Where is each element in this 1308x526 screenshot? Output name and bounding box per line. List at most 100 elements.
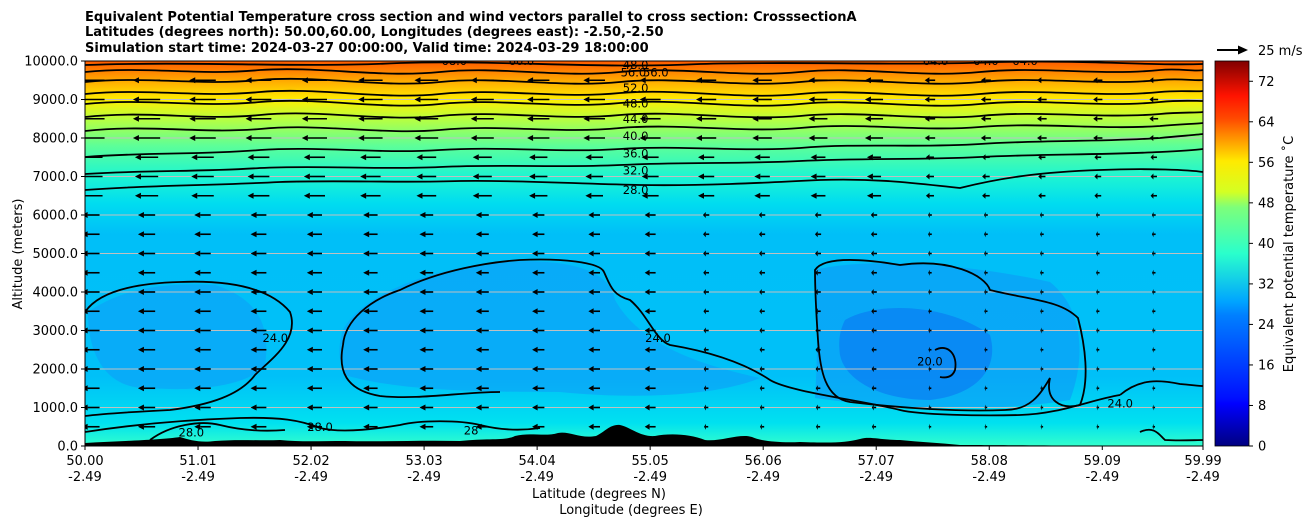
wind-vector-head bbox=[588, 289, 594, 295]
y-tick-label: 2000.0 bbox=[33, 363, 79, 378]
wind-vector-head bbox=[250, 366, 257, 372]
wind-vector-head bbox=[137, 366, 144, 372]
wind-vector-head bbox=[871, 346, 874, 353]
wind-vector-head bbox=[644, 250, 650, 257]
wind-vector-head bbox=[245, 96, 252, 103]
wind-vector-head bbox=[475, 231, 482, 238]
y-axis: 0.0 1000.0 2000.0 3000.0 4000.0 5000.0 6000.0 7… bbox=[24, 55, 85, 455]
wind-vector-head bbox=[928, 269, 930, 276]
wind-vector-head bbox=[703, 366, 706, 372]
wind-vector-head bbox=[301, 115, 308, 122]
wind-vector-head bbox=[1096, 269, 1098, 276]
contour-label: 32.0 bbox=[623, 164, 649, 178]
wind-vector-head bbox=[470, 77, 477, 84]
wind-vector-head bbox=[866, 173, 873, 180]
contour-28-upper bbox=[85, 168, 1203, 191]
wind-vector-head bbox=[1152, 346, 1154, 353]
wind-vector-head bbox=[752, 135, 759, 141]
wind-vector-head bbox=[984, 231, 986, 238]
wind-vector-head bbox=[1151, 250, 1154, 257]
wind-vector-head bbox=[419, 327, 426, 334]
wind-vector-head bbox=[871, 404, 874, 411]
wind-vector-head bbox=[85, 250, 88, 257]
wind-vector-head bbox=[864, 77, 871, 84]
wind-vector-head bbox=[1152, 269, 1154, 276]
wind-vector-head bbox=[810, 173, 817, 180]
wind-vector-head bbox=[250, 346, 257, 353]
wind-vector-head bbox=[1040, 404, 1042, 411]
wind-vector-head bbox=[754, 173, 761, 180]
wind-vector-head bbox=[137, 269, 144, 276]
y-tick-label: 4000.0 bbox=[33, 286, 79, 301]
wind-vector-head bbox=[984, 250, 986, 257]
wind-vector-head bbox=[475, 289, 482, 295]
wind-vector-head bbox=[871, 269, 874, 276]
wind-vector-head bbox=[759, 269, 762, 276]
wind-vector-head bbox=[703, 346, 706, 353]
contour-44 bbox=[85, 111, 1203, 119]
wind-vector-head bbox=[644, 289, 650, 295]
wind-vector-head bbox=[363, 212, 370, 218]
wind-vector-head bbox=[532, 269, 538, 276]
wind-vector-head bbox=[132, 115, 139, 122]
wind-vector-head bbox=[697, 154, 704, 161]
wind-vector-head bbox=[475, 212, 482, 218]
wind-vector-head bbox=[984, 327, 986, 334]
wind-vector-head bbox=[815, 404, 818, 411]
wind-vector-head bbox=[695, 135, 702, 141]
contour-24-west bbox=[85, 280, 293, 417]
wind-vector-head bbox=[704, 423, 706, 430]
contour-28-dip bbox=[149, 422, 286, 441]
contour-label: 28.0 bbox=[307, 420, 333, 434]
y-tick-label: 5000.0 bbox=[33, 247, 79, 262]
wind-vector-head bbox=[363, 231, 370, 238]
wind-vector-head bbox=[758, 231, 762, 238]
wind-vector-head bbox=[250, 212, 257, 218]
wind-vector-head bbox=[306, 385, 313, 392]
wind-vector-head bbox=[810, 154, 817, 161]
contour-label: 28.0 bbox=[179, 426, 205, 440]
wind-vector-head bbox=[1038, 173, 1042, 180]
wind-vector-head bbox=[360, 154, 367, 161]
wind-vector-head bbox=[85, 327, 88, 334]
x-tick-label-lon: -2.49 bbox=[1085, 470, 1119, 485]
wind-vector-head bbox=[472, 154, 479, 161]
y-tick-label: 8000.0 bbox=[33, 132, 79, 147]
x-tick-label-lat: 58.08 bbox=[971, 454, 1008, 469]
wind-vector-head bbox=[928, 289, 930, 295]
wind-vector-head bbox=[644, 404, 650, 411]
wind-vector-head bbox=[137, 346, 144, 353]
wind-vector-head bbox=[472, 192, 479, 199]
wind-vector-head bbox=[1152, 423, 1154, 430]
y-axis-label: Altitude (meters) bbox=[11, 199, 26, 310]
wind-vector-head bbox=[85, 212, 88, 218]
wind-vector-head bbox=[79, 193, 85, 199]
wind-vector-head bbox=[588, 250, 594, 257]
wind-vector-head bbox=[363, 346, 370, 353]
wind-vector-head bbox=[245, 77, 252, 84]
wind-vector-head bbox=[532, 327, 538, 334]
wind-vector-head bbox=[475, 423, 482, 430]
x-tick-label-lat: 59.09 bbox=[1084, 454, 1121, 469]
wind-vector-head bbox=[982, 192, 986, 199]
wind-vector-head bbox=[1040, 346, 1042, 353]
contour-48 bbox=[85, 99, 1203, 107]
x-tick-label-lon: -2.49 bbox=[633, 470, 667, 485]
wind-vector-head bbox=[475, 404, 482, 411]
wind-vector-head bbox=[137, 231, 144, 238]
x-axis: 50.00-2.4951.01-2.4952.02-2.4953.03-2.49… bbox=[66, 446, 1222, 485]
wind-vector-head bbox=[588, 423, 594, 430]
contour-label: 44.0 bbox=[623, 112, 649, 126]
wind-vector-head bbox=[194, 404, 201, 411]
wind-vector-head bbox=[1094, 154, 1098, 161]
wind-vector-head bbox=[588, 231, 594, 238]
x-tick-label-lat: 56.06 bbox=[745, 454, 782, 469]
wind-vector-head bbox=[1150, 192, 1154, 199]
wind-vector-head bbox=[532, 346, 538, 353]
wind-vector-head bbox=[644, 423, 650, 430]
wind-vector-head bbox=[752, 96, 759, 103]
wind-reference-head bbox=[1238, 45, 1248, 55]
wind-vector-head bbox=[414, 96, 421, 103]
colorbar bbox=[1214, 60, 1250, 447]
wind-vector-head bbox=[532, 308, 538, 315]
